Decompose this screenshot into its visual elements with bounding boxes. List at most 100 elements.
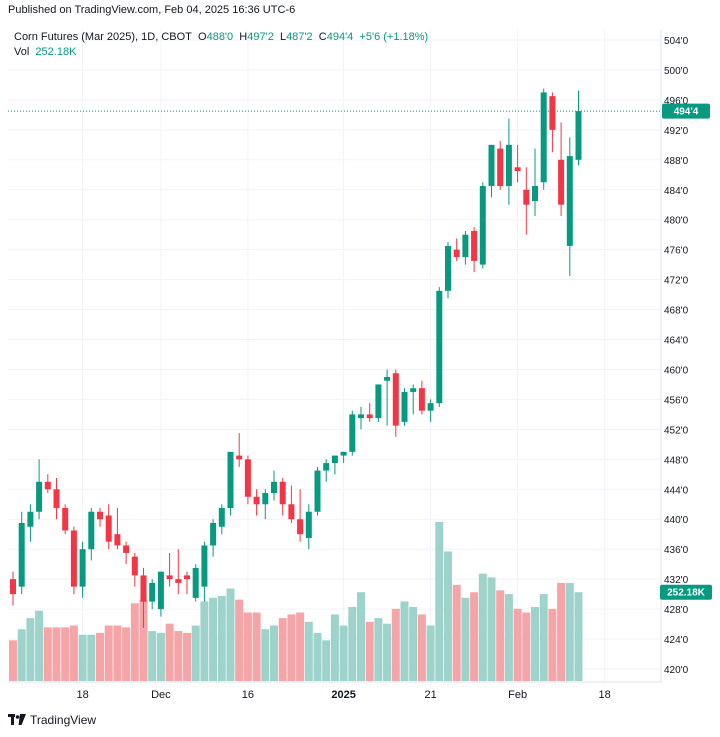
legend-high: 497'2 bbox=[247, 31, 274, 43]
volume-bar bbox=[557, 582, 566, 681]
candle-body bbox=[79, 549, 86, 587]
volume-bar bbox=[400, 601, 409, 681]
volume-bar bbox=[417, 614, 426, 681]
last-price-label: 494'4 bbox=[674, 107, 699, 118]
candle-body bbox=[401, 391, 408, 422]
volume-bar bbox=[357, 592, 365, 681]
volume-bar bbox=[96, 632, 104, 681]
candle-body bbox=[210, 522, 217, 546]
candle-body bbox=[497, 148, 504, 187]
volume-bar bbox=[104, 625, 113, 681]
candle-body bbox=[18, 522, 25, 587]
candle-body bbox=[453, 249, 460, 258]
candle-body bbox=[70, 530, 77, 587]
candle-body bbox=[201, 545, 208, 587]
price-tick-label: 492'0 bbox=[664, 126, 689, 137]
price-tick-label: 428'0 bbox=[664, 605, 689, 616]
candle-body bbox=[279, 481, 286, 505]
candle-body bbox=[366, 414, 373, 419]
volume-bar bbox=[426, 625, 435, 681]
volume-bar bbox=[69, 625, 78, 681]
price-tick-label: 480'0 bbox=[664, 216, 689, 227]
price-tick-label: 456'0 bbox=[664, 395, 689, 406]
time-tick-label: Dec bbox=[151, 689, 171, 701]
volume-bar bbox=[574, 592, 583, 681]
price-tick-label: 432'0 bbox=[664, 575, 689, 586]
candle-body bbox=[88, 511, 95, 550]
volume-bar bbox=[313, 632, 322, 681]
price-tick-label: 420'0 bbox=[664, 665, 689, 676]
candle-body bbox=[445, 245, 451, 291]
volume-bar bbox=[156, 632, 165, 681]
time-tick-label: Feb bbox=[508, 689, 527, 701]
candle-body bbox=[340, 451, 347, 456]
volume-bar bbox=[330, 614, 339, 681]
volume-bar bbox=[113, 625, 122, 681]
candles bbox=[10, 88, 582, 628]
candle-body bbox=[166, 575, 173, 580]
volume-bar bbox=[26, 618, 35, 681]
volume-bar bbox=[9, 640, 17, 681]
volume-bar bbox=[252, 612, 261, 681]
volume-bar bbox=[565, 582, 574, 681]
candle-body bbox=[505, 144, 512, 187]
price-axis: 420'0 424'0 428'0 432'0 436'0 440'0 444'0 448'0… bbox=[664, 36, 689, 676]
time-axis: 18 Dec 16 2025 21 Feb 18 bbox=[76, 689, 610, 701]
volume-bar bbox=[148, 631, 157, 681]
published-header: Published on TradingView.com, Feb 04, 20… bbox=[8, 4, 296, 16]
volume-bar bbox=[217, 595, 226, 681]
price-tick-label: 488'0 bbox=[664, 156, 689, 167]
volume-bar bbox=[122, 627, 131, 681]
legend-h-label: H bbox=[239, 31, 248, 43]
candle-body bbox=[488, 144, 495, 187]
volume-bar bbox=[444, 551, 452, 681]
volume-bar bbox=[139, 599, 148, 681]
price-tick-label: 484'0 bbox=[664, 186, 689, 197]
candle-body bbox=[244, 459, 251, 497]
tradingview-brand[interactable]: TradingView bbox=[8, 713, 96, 727]
candle-body bbox=[314, 470, 321, 512]
volume-bar bbox=[174, 631, 183, 681]
price-tick-label: 468'0 bbox=[664, 306, 689, 317]
legend-volume: Vol 252.18K bbox=[14, 46, 76, 58]
volume-bar bbox=[287, 614, 296, 681]
candle-body bbox=[358, 414, 364, 419]
time-tick-label: 18 bbox=[598, 689, 610, 701]
volume-bar bbox=[478, 573, 487, 681]
volume-bar bbox=[191, 625, 200, 681]
time-tick-label: 2025 bbox=[331, 689, 355, 701]
volume-bar bbox=[487, 577, 496, 681]
volume-bar bbox=[339, 625, 348, 681]
volume-bar bbox=[235, 599, 244, 681]
legend-o-label: O bbox=[198, 31, 207, 43]
candle-body bbox=[549, 96, 556, 130]
candle-body bbox=[540, 92, 547, 183]
volume-bar bbox=[391, 608, 400, 681]
candle-body bbox=[392, 373, 399, 426]
last-price-badge: 494'4 bbox=[662, 103, 710, 119]
candle-body bbox=[123, 545, 130, 553]
volume-bar bbox=[52, 627, 61, 681]
time-tick-label: 16 bbox=[242, 689, 254, 701]
candle-body bbox=[105, 515, 112, 542]
volume-bar bbox=[470, 592, 479, 681]
volume-bar bbox=[383, 623, 392, 681]
candle-body bbox=[349, 414, 356, 452]
volume-bar bbox=[365, 621, 374, 681]
volume-bar bbox=[409, 607, 418, 681]
volume-bar bbox=[522, 612, 531, 681]
volume-bar bbox=[43, 627, 52, 681]
candle-body bbox=[53, 489, 60, 509]
legend-open: 488'0 bbox=[206, 31, 234, 43]
price-tick-label: 504'0 bbox=[664, 36, 689, 47]
last-volume-label: 252.18K bbox=[667, 588, 706, 599]
volume-bar bbox=[165, 623, 174, 681]
candle-body bbox=[427, 403, 434, 411]
price-tick-label: 464'0 bbox=[664, 336, 689, 347]
volume-bars bbox=[9, 521, 583, 681]
price-tick-label: 444'0 bbox=[664, 485, 689, 496]
volume-bar bbox=[209, 597, 218, 681]
candle-body bbox=[523, 189, 530, 205]
volume-bar bbox=[548, 608, 557, 681]
